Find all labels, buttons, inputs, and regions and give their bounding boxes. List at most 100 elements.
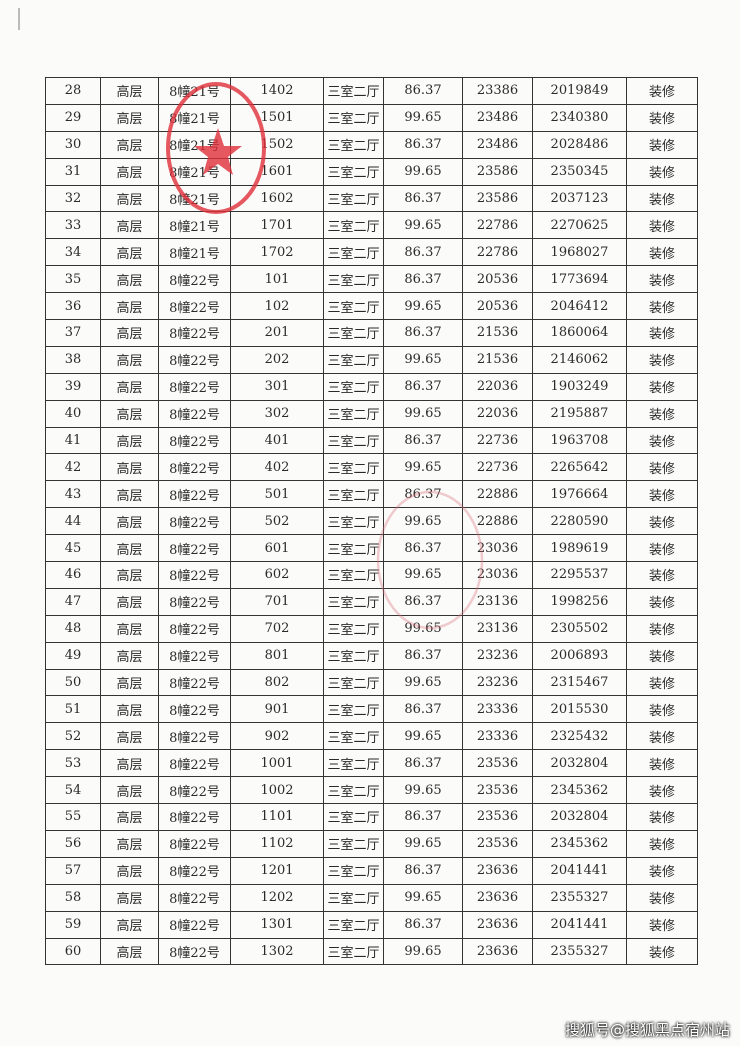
decoration-cell: 装修 <box>626 937 698 966</box>
table-row: 54 高层 8幢22号 1002 三室二厅 99.65 23536 2345362 装修 <box>45 776 698 805</box>
decoration-cell: 装修 <box>626 803 698 831</box>
row-number-cell: 45 <box>45 534 101 563</box>
decoration-cell: 装修 <box>626 130 698 159</box>
row-number-cell: 48 <box>45 614 101 643</box>
building-number-cell: 8幢21号 <box>158 238 231 267</box>
row-number-cell: 57 <box>45 856 101 885</box>
row-number-cell: 59 <box>45 910 101 939</box>
area-cell: 99.65 <box>383 668 463 697</box>
area-cell: 99.65 <box>383 399 463 428</box>
total-price-cell: 2350345 <box>532 157 627 186</box>
table-row: 52 高层 8幢22号 902 三室二厅 99.65 23336 2325432 装修 <box>45 722 698 751</box>
table-row: 43 高层 8幢22号 501 三室二厅 86.37 22886 1976664 装修 <box>45 480 698 509</box>
total-price-cell: 1998256 <box>532 587 627 616</box>
unit-price-cell: 20536 <box>462 265 533 294</box>
row-number-cell: 56 <box>45 829 101 858</box>
room-number-cell: 1001 <box>230 749 324 778</box>
table-row: 46 高层 8幢22号 602 三室二厅 99.65 23036 2295537 装修 <box>45 561 698 589</box>
building-type-cell: 高层 <box>100 641 159 670</box>
decoration-cell: 装修 <box>626 292 698 321</box>
building-type-cell: 高层 <box>100 319 159 347</box>
building-type-cell: 高层 <box>100 668 159 697</box>
total-price-cell: 1860064 <box>532 319 627 347</box>
building-number-cell: 8幢21号 <box>158 184 231 213</box>
room-number-cell: 1202 <box>230 883 324 912</box>
total-price-cell: 2015530 <box>532 695 627 724</box>
unit-price-cell: 23536 <box>462 803 533 831</box>
table-row: 36 高层 8幢22号 102 三室二厅 99.65 20536 2046412 装修 <box>45 292 698 321</box>
building-type-cell: 高层 <box>100 829 159 858</box>
room-number-cell: 1701 <box>230 211 324 240</box>
table-row: 47 高层 8幢22号 701 三室二厅 86.37 23136 1998256 装修 <box>45 587 698 616</box>
total-price-cell: 2295537 <box>532 561 627 589</box>
building-number-cell: 8幢22号 <box>158 695 231 724</box>
scan-artifact <box>18 8 20 30</box>
room-number-cell: 602 <box>230 561 324 589</box>
room-number-cell: 302 <box>230 399 324 428</box>
layout-cell: 三室二厅 <box>323 238 384 267</box>
table-body: 28 高层 8幢21号 1402 三室二厅 86.37 23386 2019849 装修 29 高层… <box>45 77 698 966</box>
unit-price-cell: 23586 <box>462 184 533 213</box>
total-price-cell: 2195887 <box>532 399 627 428</box>
room-number-cell: 1101 <box>230 803 324 831</box>
unit-price-cell: 23136 <box>462 587 533 616</box>
decoration-cell: 装修 <box>626 265 698 294</box>
building-type-cell: 高层 <box>100 614 159 643</box>
decoration-cell: 装修 <box>626 103 698 132</box>
building-number-cell: 8幢22号 <box>158 345 231 374</box>
room-number-cell: 701 <box>230 587 324 616</box>
total-price-cell: 1976664 <box>532 480 627 509</box>
area-cell: 86.37 <box>383 910 463 939</box>
total-price-cell: 1773694 <box>532 265 627 294</box>
building-type-cell: 高层 <box>100 722 159 751</box>
decoration-cell: 装修 <box>626 319 698 347</box>
table-row: 33 高层 8幢21号 1701 三室二厅 99.65 22786 2270625 装修 <box>45 211 698 240</box>
area-cell: 86.37 <box>383 319 463 347</box>
room-number-cell: 1102 <box>230 829 324 858</box>
total-price-cell: 2270625 <box>532 211 627 240</box>
unit-price-cell: 22886 <box>462 507 533 536</box>
decoration-cell: 装修 <box>626 453 698 482</box>
table-row: 28 高层 8幢21号 1402 三室二厅 86.37 23386 2019849 装修 <box>45 77 698 105</box>
layout-cell: 三室二厅 <box>323 587 384 616</box>
unit-price-cell: 23636 <box>462 910 533 939</box>
building-number-cell: 8幢21号 <box>158 211 231 240</box>
total-price-cell: 1968027 <box>532 238 627 267</box>
table-row: 55 高层 8幢22号 1101 三室二厅 86.37 23536 2032804 装修 <box>45 803 698 831</box>
building-number-cell: 8幢22号 <box>158 614 231 643</box>
area-cell: 99.65 <box>383 776 463 805</box>
unit-price-cell: 23636 <box>462 883 533 912</box>
table-row: 51 高层 8幢22号 901 三室二厅 86.37 23336 2015530 装修 <box>45 695 698 724</box>
unit-price-cell: 22786 <box>462 238 533 267</box>
layout-cell: 三室二厅 <box>323 937 384 966</box>
building-type-cell: 高层 <box>100 130 159 159</box>
building-type-cell: 高层 <box>100 856 159 885</box>
decoration-cell: 装修 <box>626 695 698 724</box>
area-cell: 86.37 <box>383 265 463 294</box>
layout-cell: 三室二厅 <box>323 345 384 374</box>
building-type-cell: 高层 <box>100 372 159 401</box>
unit-price-cell: 23636 <box>462 856 533 885</box>
row-number-cell: 43 <box>45 480 101 509</box>
building-type-cell: 高层 <box>100 507 159 536</box>
area-cell: 86.37 <box>383 856 463 885</box>
table-row: 42 高层 8幢22号 402 三室二厅 99.65 22736 2265642 装修 <box>45 453 698 482</box>
room-number-cell: 1301 <box>230 910 324 939</box>
area-cell: 86.37 <box>383 480 463 509</box>
decoration-cell: 装修 <box>626 507 698 536</box>
layout-cell: 三室二厅 <box>323 776 384 805</box>
table-row: 35 高层 8幢22号 101 三室二厅 86.37 20536 1773694 装修 <box>45 265 698 294</box>
area-cell: 99.65 <box>383 722 463 751</box>
total-price-cell: 2345362 <box>532 776 627 805</box>
table-row: 48 高层 8幢22号 702 三室二厅 99.65 23136 2305502 装修 <box>45 614 698 643</box>
layout-cell: 三室二厅 <box>323 829 384 858</box>
room-number-cell: 1601 <box>230 157 324 186</box>
table-row: 44 高层 8幢22号 502 三室二厅 99.65 22886 2280590 装修 <box>45 507 698 536</box>
unit-price-cell: 22886 <box>462 480 533 509</box>
building-type-cell: 高层 <box>100 937 159 966</box>
row-number-cell: 53 <box>45 749 101 778</box>
building-number-cell: 8幢22号 <box>158 319 231 347</box>
unit-price-cell: 23636 <box>462 937 533 966</box>
table-row: 39 高层 8幢22号 301 三室二厅 86.37 22036 1903249 装修 <box>45 372 698 401</box>
layout-cell: 三室二厅 <box>323 695 384 724</box>
